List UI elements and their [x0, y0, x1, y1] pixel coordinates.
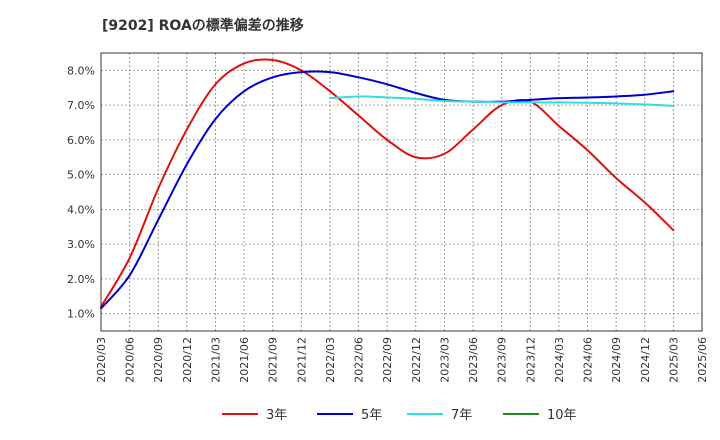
legend-label-2: 7年 [451, 408, 472, 423]
x-tick-label: 2022/06 [353, 337, 366, 383]
x-tick-label: 2020/03 [95, 337, 108, 383]
y-tick-label: 5.0% [67, 169, 95, 182]
x-tick-label: 2024/12 [639, 337, 652, 383]
x-tick-label: 2020/12 [181, 337, 194, 383]
y-axis: 1.0% 2.0% 3.0% 4.0% 5.0% 6.0% 7.0% 8.0% [67, 64, 95, 320]
x-tick-label: 2025/03 [667, 337, 680, 383]
x-tick-label: 2023/09 [496, 337, 509, 383]
x-tick-label: 2023/03 [438, 337, 451, 383]
series-lines [100, 58, 675, 310]
x-tick-label: 2024/03 [553, 337, 566, 383]
y-tick-label: 1.0% [67, 308, 95, 321]
x-tick-label: 2022/09 [381, 337, 394, 383]
x-tick-label: 2025/06 [696, 337, 709, 383]
x-tick-label: 2020/09 [152, 337, 165, 383]
x-axis: 2020/03 2020/06 2020/09 2020/12 2021/03 2021/… [95, 337, 709, 383]
y-tick-label: 4.0% [67, 203, 95, 216]
chart-title: [9202] ROAの標準偏差の推移 [102, 17, 304, 34]
x-tick-label: 2023/06 [467, 337, 480, 383]
x-tick-label: 2023/12 [524, 337, 537, 383]
x-tick-label: 2024/09 [610, 337, 623, 383]
y-tick-label: 6.0% [67, 134, 95, 147]
x-tick-label: 2021/09 [267, 337, 280, 383]
x-tick-label: 2021/03 [209, 337, 222, 383]
series-line-0 [100, 58, 675, 308]
x-tick-label: 2021/06 [238, 337, 251, 383]
plot-frame [100, 52, 703, 332]
series-line-2 [328, 95, 675, 107]
y-tick-label: 7.0% [67, 99, 95, 112]
y-tick-label: 8.0% [67, 64, 95, 77]
x-tick-label: 2022/03 [324, 337, 337, 383]
legend: 3年 5年 7年 10年 [222, 408, 577, 423]
y-tick-label: 3.0% [67, 238, 95, 251]
series-line-1 [100, 70, 675, 310]
x-tick-label: 2020/06 [124, 337, 137, 383]
x-tick-label: 2021/12 [295, 337, 308, 383]
legend-label-3: 10年 [547, 408, 577, 423]
y-tick-label: 2.0% [67, 273, 95, 286]
legend-label-0: 3年 [266, 408, 287, 423]
x-tick-label: 2022/12 [410, 337, 423, 383]
plot-area [101, 53, 702, 331]
x-tick-label: 2024/06 [582, 337, 595, 383]
legend-label-1: 5年 [361, 408, 382, 423]
